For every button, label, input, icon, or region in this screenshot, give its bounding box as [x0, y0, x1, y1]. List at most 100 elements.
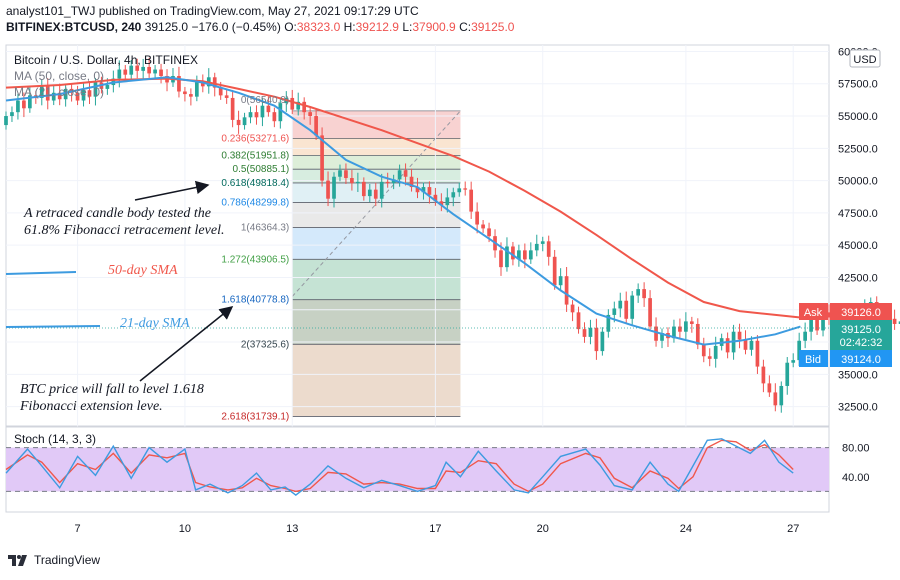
fib-zone	[292, 259, 461, 300]
candle-body	[242, 117, 247, 126]
fib-level-label: 0(56540.9)	[241, 95, 289, 106]
annotation-arrow-2	[139, 306, 234, 382]
annotation-arrow-1	[134, 180, 210, 201]
candle-body	[785, 362, 790, 386]
time-tick-label: 17	[429, 523, 441, 535]
candle-body	[552, 256, 557, 286]
annotation-fib-test-line1: A retraced candle body tested the	[23, 206, 211, 221]
fib-zone	[292, 227, 461, 260]
symbol: BITFINEX:BTCUSD, 240	[6, 20, 142, 34]
ask-price: 39126.0	[841, 307, 881, 319]
candle-body	[81, 90, 86, 101]
stoch-legend: Stoch (14, 3, 3)	[14, 432, 96, 446]
candle-body	[463, 188, 468, 190]
candle-body	[159, 69, 163, 76]
candle-body	[344, 170, 348, 179]
annotation-fib-test-line2: 61.8% Fibonacci retracement level.	[24, 223, 224, 238]
time-tick-label: 27	[787, 523, 799, 535]
footer-brand: TradingView	[34, 553, 101, 567]
candle-body	[898, 321, 900, 324]
candle-body	[600, 331, 605, 352]
candle-body	[522, 250, 527, 260]
candle-body	[540, 241, 545, 244]
candle-body	[433, 194, 438, 202]
candle-body	[397, 170, 402, 180]
candle-body	[630, 295, 635, 319]
candle-body	[701, 344, 706, 357]
chart-title: Bitcoin / U.S. Dollar, 4h, BITFINEX	[14, 53, 198, 67]
candle-body	[648, 298, 652, 327]
candle-body	[654, 326, 658, 341]
last-price-value: 39125.0	[841, 324, 881, 336]
candle-body	[183, 91, 187, 95]
candle-body	[505, 246, 509, 268]
fib-zone	[292, 202, 461, 228]
time-tick-label: 24	[680, 523, 692, 535]
price-change: −176.0 (−0.45%)	[191, 20, 281, 34]
time-axis[interactable]: 7 10 13 17 20 24 27	[75, 523, 800, 535]
price-chart[interactable]: 0(56540.9) 0.236(53271.6) 0.382(51951.8) 0.…	[0, 40, 900, 545]
candle-body	[624, 300, 629, 319]
time-tick-label: 13	[286, 523, 298, 535]
candle-body	[135, 65, 140, 71]
fib-level-label: 0.236(53271.6)	[221, 133, 289, 144]
candle-body	[338, 170, 342, 177]
candle-body	[4, 116, 8, 126]
price-tick-label: 35000.0	[838, 369, 878, 381]
fib-zone	[292, 110, 461, 139]
candle-body	[409, 176, 414, 188]
high-value: 39212.9	[355, 20, 399, 34]
candle-body	[373, 189, 378, 199]
close-value: 39125.0	[471, 20, 515, 34]
candle-body	[606, 314, 611, 332]
candle-body	[672, 326, 676, 339]
candle-body	[594, 327, 599, 352]
candle-body	[105, 85, 110, 89]
fib-zone	[292, 344, 461, 417]
candle-body	[415, 187, 420, 193]
candle-body	[761, 366, 766, 384]
candle-body	[534, 243, 539, 251]
candle-body	[451, 192, 456, 198]
candle-body	[660, 333, 664, 341]
candle-body	[57, 92, 62, 100]
candle-body	[296, 101, 301, 110]
currency-badge[interactable]	[849, 49, 881, 68]
candle-body	[117, 69, 122, 79]
candle-body	[713, 345, 718, 359]
candle-body	[326, 180, 330, 199]
fib-zone	[292, 155, 461, 170]
candle-body	[153, 69, 157, 74]
candle-body	[123, 69, 128, 75]
annotation-sma21: 21-day SMA	[120, 316, 190, 331]
candle-body	[511, 246, 515, 260]
candle-body	[809, 314, 813, 332]
candle-body	[582, 329, 587, 337]
fib-level-label: 0.5(50885.1)	[233, 164, 290, 175]
candle-body	[427, 187, 432, 195]
candle-body	[755, 340, 760, 367]
candle-body	[350, 178, 354, 184]
candle-body	[481, 224, 485, 229]
time-tick-label: 7	[75, 523, 81, 535]
last-price: 39125.0	[144, 20, 189, 34]
bar-countdown: 02:42:32	[840, 337, 883, 349]
candle-body	[618, 300, 623, 309]
candle-body	[236, 119, 241, 126]
fib-level-label: 0.786(48299.8)	[221, 198, 289, 209]
fib-level-label: 2(37325.6)	[241, 339, 289, 350]
open-label: O:	[284, 20, 297, 34]
candle-body	[743, 339, 748, 350]
candle-body	[803, 331, 807, 341]
candle-body	[248, 112, 253, 118]
candle-body	[278, 103, 283, 122]
candle-body	[695, 323, 700, 345]
candle-body	[678, 326, 682, 332]
footer: TradingView	[8, 553, 100, 567]
candle-body	[564, 276, 569, 305]
candle-body	[189, 94, 193, 97]
fibonacci-labels: 0(56540.9) 0.236(53271.6) 0.382(51951.8) 0.…	[221, 95, 289, 423]
candle-body	[612, 308, 617, 315]
candle-body	[147, 66, 151, 74]
annotation-target-line1: BTC price will fall to level 1.618	[20, 382, 204, 397]
